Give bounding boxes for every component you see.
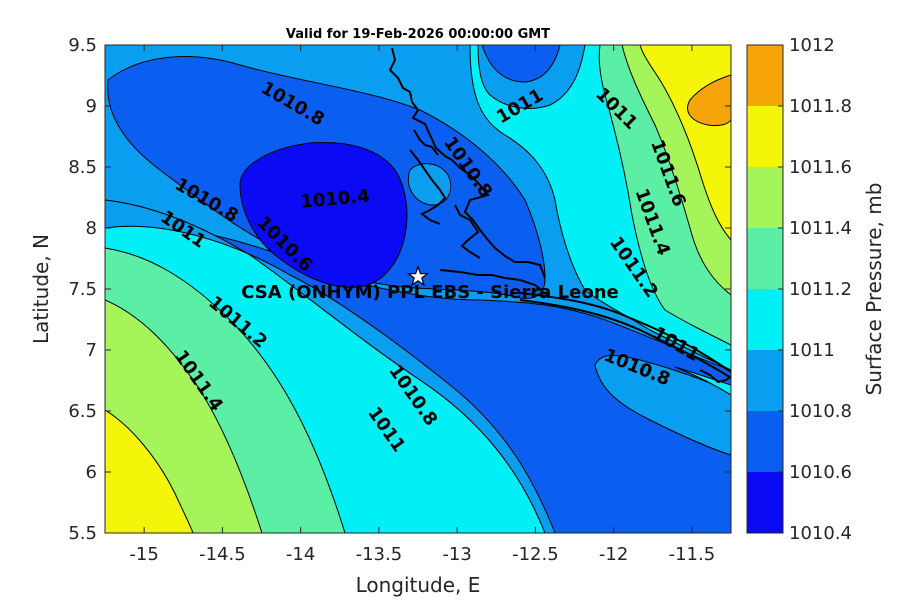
x-tick-label: -11.5 [669,544,716,565]
site-marker [406,264,430,287]
colorbar-title: Surface Pressure, mb [862,183,886,396]
site-star-icon [406,264,430,287]
y-tick-label: 8.5 [68,157,97,178]
y-tick-label: 5.5 [68,523,97,544]
x-axis-ticks: -15 -14.5 -14 -13.5 -13 -12.5 -12 -11.5 [129,45,715,565]
colorbar-tick-label: 1011 [789,340,835,361]
y-tick-label: 7 [86,340,97,361]
x-tick-label: -15 [129,544,158,565]
x-tick-label: -12.5 [512,544,559,565]
colorbar-tick-label: 1012 [789,35,835,56]
colorbar-tick-label: 1011.4 [789,218,852,239]
coastline [388,47,731,384]
colorbar-segment [747,350,783,411]
y-tick-label: 8 [86,218,97,239]
chart-title: Valid for 19-Feb-2026 00:00:00 GMT [286,27,550,42]
band-1010-8-se [594,354,731,456]
colorbar-segment [747,228,783,289]
colorbar-segment [747,106,783,167]
y-tick-label: 6 [86,462,97,483]
site-label: CSA (ONHYM) PPL EBS - Sierra Leone [241,282,618,303]
colorbar-tick-label: 1011.6 [789,157,852,178]
band-1010-8-sw [105,199,556,533]
x-tick-label: -14 [286,544,315,565]
x-tick-label: -13 [442,544,471,565]
colorbar-tick-label: 1010.6 [789,462,852,483]
x-tick-label: -12 [599,544,628,565]
band-1010-4-core [239,141,408,288]
colorbar-segment [747,472,783,533]
y-tick-label: 6.5 [68,401,97,422]
y-tick-label: 9.5 [68,35,97,56]
colorbar-segment [747,411,783,472]
colorbar-tick-label: 1011.8 [789,96,852,117]
y-tick-label: 7.5 [68,279,97,300]
colorbar-tick-label: 1010.4 [789,523,852,544]
colorbar-segment [747,289,783,350]
band-1010-6-ne-inner [481,45,561,83]
band-1011-8-ne [687,74,731,127]
x-tick-label: -14.5 [199,544,246,565]
x-axis-title: Longitude, E [356,573,481,597]
x-tick-label: -13.5 [356,544,403,565]
colorbar-tick-label: 1010.8 [789,401,852,422]
band-1010-8-islet [408,163,452,206]
y-tick-label: 9 [86,96,97,117]
y-axis-ticks: 5.5 6 6.5 7 7.5 8 8.5 9 9.5 [68,35,731,544]
colorbar-tick-label: 1011.2 [789,279,852,300]
y-axis-title: Latitude, N [29,234,53,344]
colorbar-segment [747,45,783,106]
colorbar: 1010.4 1010.6 1010.8 1011 1011.2 1011.4 1011.6… [746,35,852,544]
colorbar-segment [747,167,783,228]
band-1011-6-sw [105,409,194,533]
